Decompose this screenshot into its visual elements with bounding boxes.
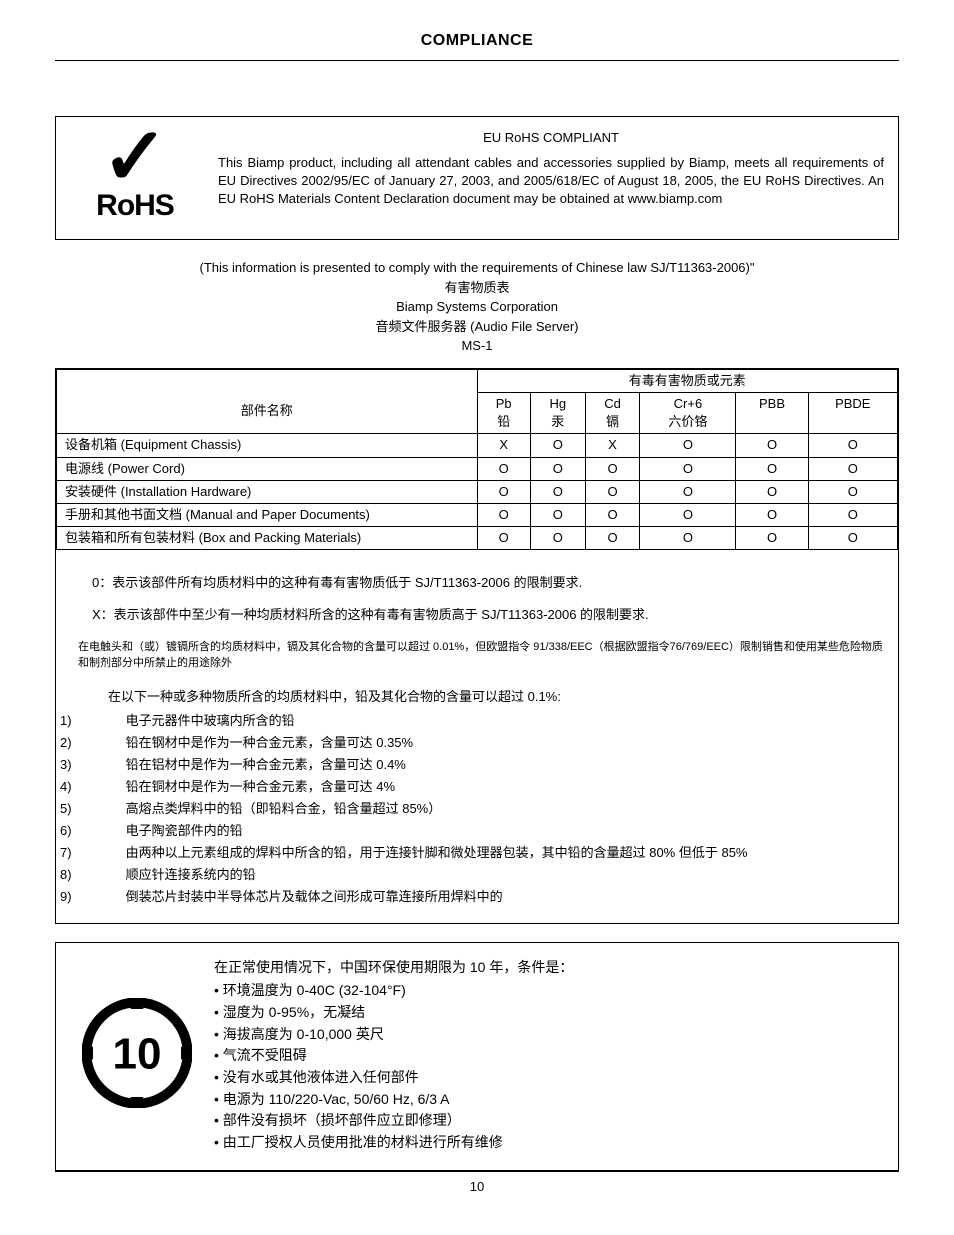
substance-cell: O bbox=[530, 434, 585, 457]
column-super-header: 有毒有害物质或元素 bbox=[477, 369, 898, 392]
table-row: 安装硬件 (Installation Hardware)OOOOOO bbox=[57, 480, 898, 503]
rohs-paragraph: This Biamp product, including all attend… bbox=[218, 154, 884, 209]
list-item: 2) 铅在钢材中是作为一种合金元素，含量可达 0.35% bbox=[128, 732, 884, 754]
list-item: 部件没有损坏（损坏部件应立即修理） bbox=[214, 1110, 882, 1132]
lead-exceptions-list: 1) 电子元器件中玻璃内所含的铅2) 铅在钢材中是作为一种合金元素，含量可达 0… bbox=[70, 710, 884, 909]
column-header-hg: Hg汞 bbox=[530, 393, 585, 434]
substance-cell: O bbox=[808, 504, 897, 527]
list-item: 湿度为 0-95%，无凝结 bbox=[214, 1002, 882, 1024]
hazardous-substances-box: 部件名称有毒有害物质或元素Pb铅Hg汞Cd镉Cr+6六价铬PBB PBDE 设备… bbox=[55, 368, 899, 924]
rohs-compliance-box: ✓ RoHS EU RoHS COMPLIANT This Biamp prod… bbox=[55, 116, 899, 240]
part-name-cell: 设备机箱 (Equipment Chassis) bbox=[57, 434, 478, 457]
substance-cell: O bbox=[477, 527, 530, 550]
top-rule bbox=[55, 60, 899, 61]
env-intro: 在正常使用情况下，中国环保使用期限为 10 年，条件是： bbox=[214, 957, 882, 979]
part-name-cell: 手册和其他书面文档 (Manual and Paper Documents) bbox=[57, 504, 478, 527]
rohs-body: EU RoHS COMPLIANT This Biamp product, in… bbox=[218, 129, 884, 227]
substance-cell: O bbox=[808, 434, 897, 457]
substance-cell: O bbox=[736, 504, 808, 527]
substance-cell: O bbox=[736, 527, 808, 550]
substance-cell: O bbox=[530, 527, 585, 550]
substance-cell: O bbox=[585, 504, 640, 527]
substance-cell: O bbox=[477, 480, 530, 503]
list-item: 1) 电子元器件中玻璃内所含的铅 bbox=[128, 710, 884, 732]
table-row: 电源线 (Power Cord)OOOOOO bbox=[57, 457, 898, 480]
substance-cell: O bbox=[530, 457, 585, 480]
list-item: 9) 倒装芯片封装中半导体芯片及载体之间形成可靠连接所用焊料中的 bbox=[128, 886, 884, 908]
intro-line-3: Biamp Systems Corporation bbox=[55, 297, 899, 317]
column-header-cr+6: Cr+6六价铬 bbox=[640, 393, 736, 434]
bottom-rule bbox=[55, 1171, 899, 1172]
lead-exceptions-intro: 在以下一种或多种物质所含的均质材料中，铅及其化合物的含量可以超过 0.1%: bbox=[70, 686, 884, 708]
substance-cell: O bbox=[808, 457, 897, 480]
list-item: 环境温度为 0-40C (32-104°F) bbox=[214, 980, 882, 1002]
page-number: 10 bbox=[55, 1178, 899, 1196]
substance-cell: O bbox=[640, 504, 736, 527]
substance-cell: O bbox=[736, 457, 808, 480]
column-header-pb: Pb铅 bbox=[477, 393, 530, 434]
substance-cell: O bbox=[736, 480, 808, 503]
chinese-intro: (This information is presented to comply… bbox=[55, 258, 899, 356]
table-row: 设备机箱 (Equipment Chassis)XOXOOO bbox=[57, 434, 898, 457]
column-header-cd: Cd镉 bbox=[585, 393, 640, 434]
svg-text:10: 10 bbox=[113, 1029, 162, 1078]
substance-cell: X bbox=[585, 434, 640, 457]
substance-cell: O bbox=[736, 434, 808, 457]
list-item: 8) 顺应针连接系统内的铅 bbox=[128, 864, 884, 886]
substance-cell: O bbox=[808, 527, 897, 550]
substance-cell: O bbox=[640, 527, 736, 550]
part-name-cell: 安装硬件 (Installation Hardware) bbox=[57, 480, 478, 503]
list-item: 没有水或其他液体进入任何部件 bbox=[214, 1067, 882, 1089]
legend-block: 0：表示该部件所有均质材料中的这种有毒有害物质低于 SJ/T11363-2006… bbox=[56, 550, 898, 922]
env-body: 在正常使用情况下，中国环保使用期限为 10 年，条件是： 环境温度为 0-40C… bbox=[214, 957, 882, 1154]
intro-line-1: (This information is presented to comply… bbox=[55, 258, 899, 278]
rohs-heading: EU RoHS COMPLIANT bbox=[218, 129, 884, 147]
substance-cell: O bbox=[585, 457, 640, 480]
table-row: 手册和其他书面文档 (Manual and Paper Documents)OO… bbox=[57, 504, 898, 527]
column-header-pbb: PBB bbox=[736, 393, 808, 434]
rohs-logo-text: RoHS bbox=[96, 185, 174, 227]
substance-cell: X bbox=[477, 434, 530, 457]
substance-cell: O bbox=[530, 480, 585, 503]
substance-cell: O bbox=[477, 457, 530, 480]
environmental-use-box: 10 在正常使用情况下，中国环保使用期限为 10 年，条件是： 环境温度为 0-… bbox=[55, 942, 899, 1171]
part-name-cell: 包装箱和所有包装材料 (Box and Packing Materials) bbox=[57, 527, 478, 550]
list-item: 7) 由两种以上元素组成的焊料中所含的铅，用于连接针脚和微处理器包装，其中铅的含… bbox=[128, 842, 884, 864]
env-conditions-list: 环境温度为 0-40C (32-104°F)湿度为 0-95%，无凝结海拔高度为… bbox=[214, 980, 882, 1154]
column-header-partname: 部件名称 bbox=[57, 369, 478, 434]
list-item: 由工厂授权人员使用批准的材料进行所有维修 bbox=[214, 1132, 882, 1154]
legend-x: X：表示该部件中至少有一种均质材料所含的这种有毒有害物质高于 SJ/T11363… bbox=[70, 604, 884, 626]
list-item: 电源为 110/220-Vac, 50/60 Hz, 6/3 A bbox=[214, 1089, 882, 1111]
intro-line-2: 有害物质表 bbox=[55, 278, 899, 298]
substance-cell: O bbox=[808, 480, 897, 503]
page-title: COMPLIANCE bbox=[55, 30, 899, 52]
list-item: 6) 电子陶瓷部件内的铅 bbox=[128, 820, 884, 842]
column-header-pbde: PBDE bbox=[808, 393, 897, 434]
checkmark-icon: ✓ bbox=[101, 129, 168, 185]
intro-line-4: 音频文件服务器 (Audio File Server) bbox=[55, 317, 899, 337]
substance-cell: O bbox=[640, 457, 736, 480]
substance-cell: O bbox=[640, 480, 736, 503]
list-item: 4) 铅在铜材中是作为一种合金元素，含量可达 4% bbox=[128, 776, 884, 798]
part-name-cell: 电源线 (Power Cord) bbox=[57, 457, 478, 480]
substance-cell: O bbox=[640, 434, 736, 457]
substance-cell: O bbox=[585, 480, 640, 503]
list-item: 3) 铅在铝材中是作为一种合金元素，含量可达 0.4% bbox=[128, 754, 884, 776]
substance-cell: O bbox=[477, 504, 530, 527]
list-item: 气流不受阻碍 bbox=[214, 1045, 882, 1067]
rohs-logo: ✓ RoHS bbox=[70, 129, 200, 227]
list-item: 5) 高熔点类焊料中的铅（即铅料合金，铅含量超过 85%） bbox=[128, 798, 884, 820]
substance-cell: O bbox=[530, 504, 585, 527]
epup-badge-icon: 10 bbox=[82, 998, 192, 1113]
legend-small-note: 在电触头和（或）镀镉所含的均质材料中，镉及其化合物的含量可以超过 0.01%，但… bbox=[70, 639, 884, 672]
intro-line-5: MS-1 bbox=[55, 336, 899, 356]
hazardous-substances-table: 部件名称有毒有害物质或元素Pb铅Hg汞Cd镉Cr+6六价铬PBB PBDE 设备… bbox=[56, 369, 898, 551]
table-row: 包装箱和所有包装材料 (Box and Packing Materials)OO… bbox=[57, 527, 898, 550]
legend-o: 0：表示该部件所有均质材料中的这种有毒有害物质低于 SJ/T11363-2006… bbox=[70, 572, 884, 594]
substance-cell: O bbox=[585, 527, 640, 550]
list-item: 海拔高度为 0-10,000 英尺 bbox=[214, 1024, 882, 1046]
